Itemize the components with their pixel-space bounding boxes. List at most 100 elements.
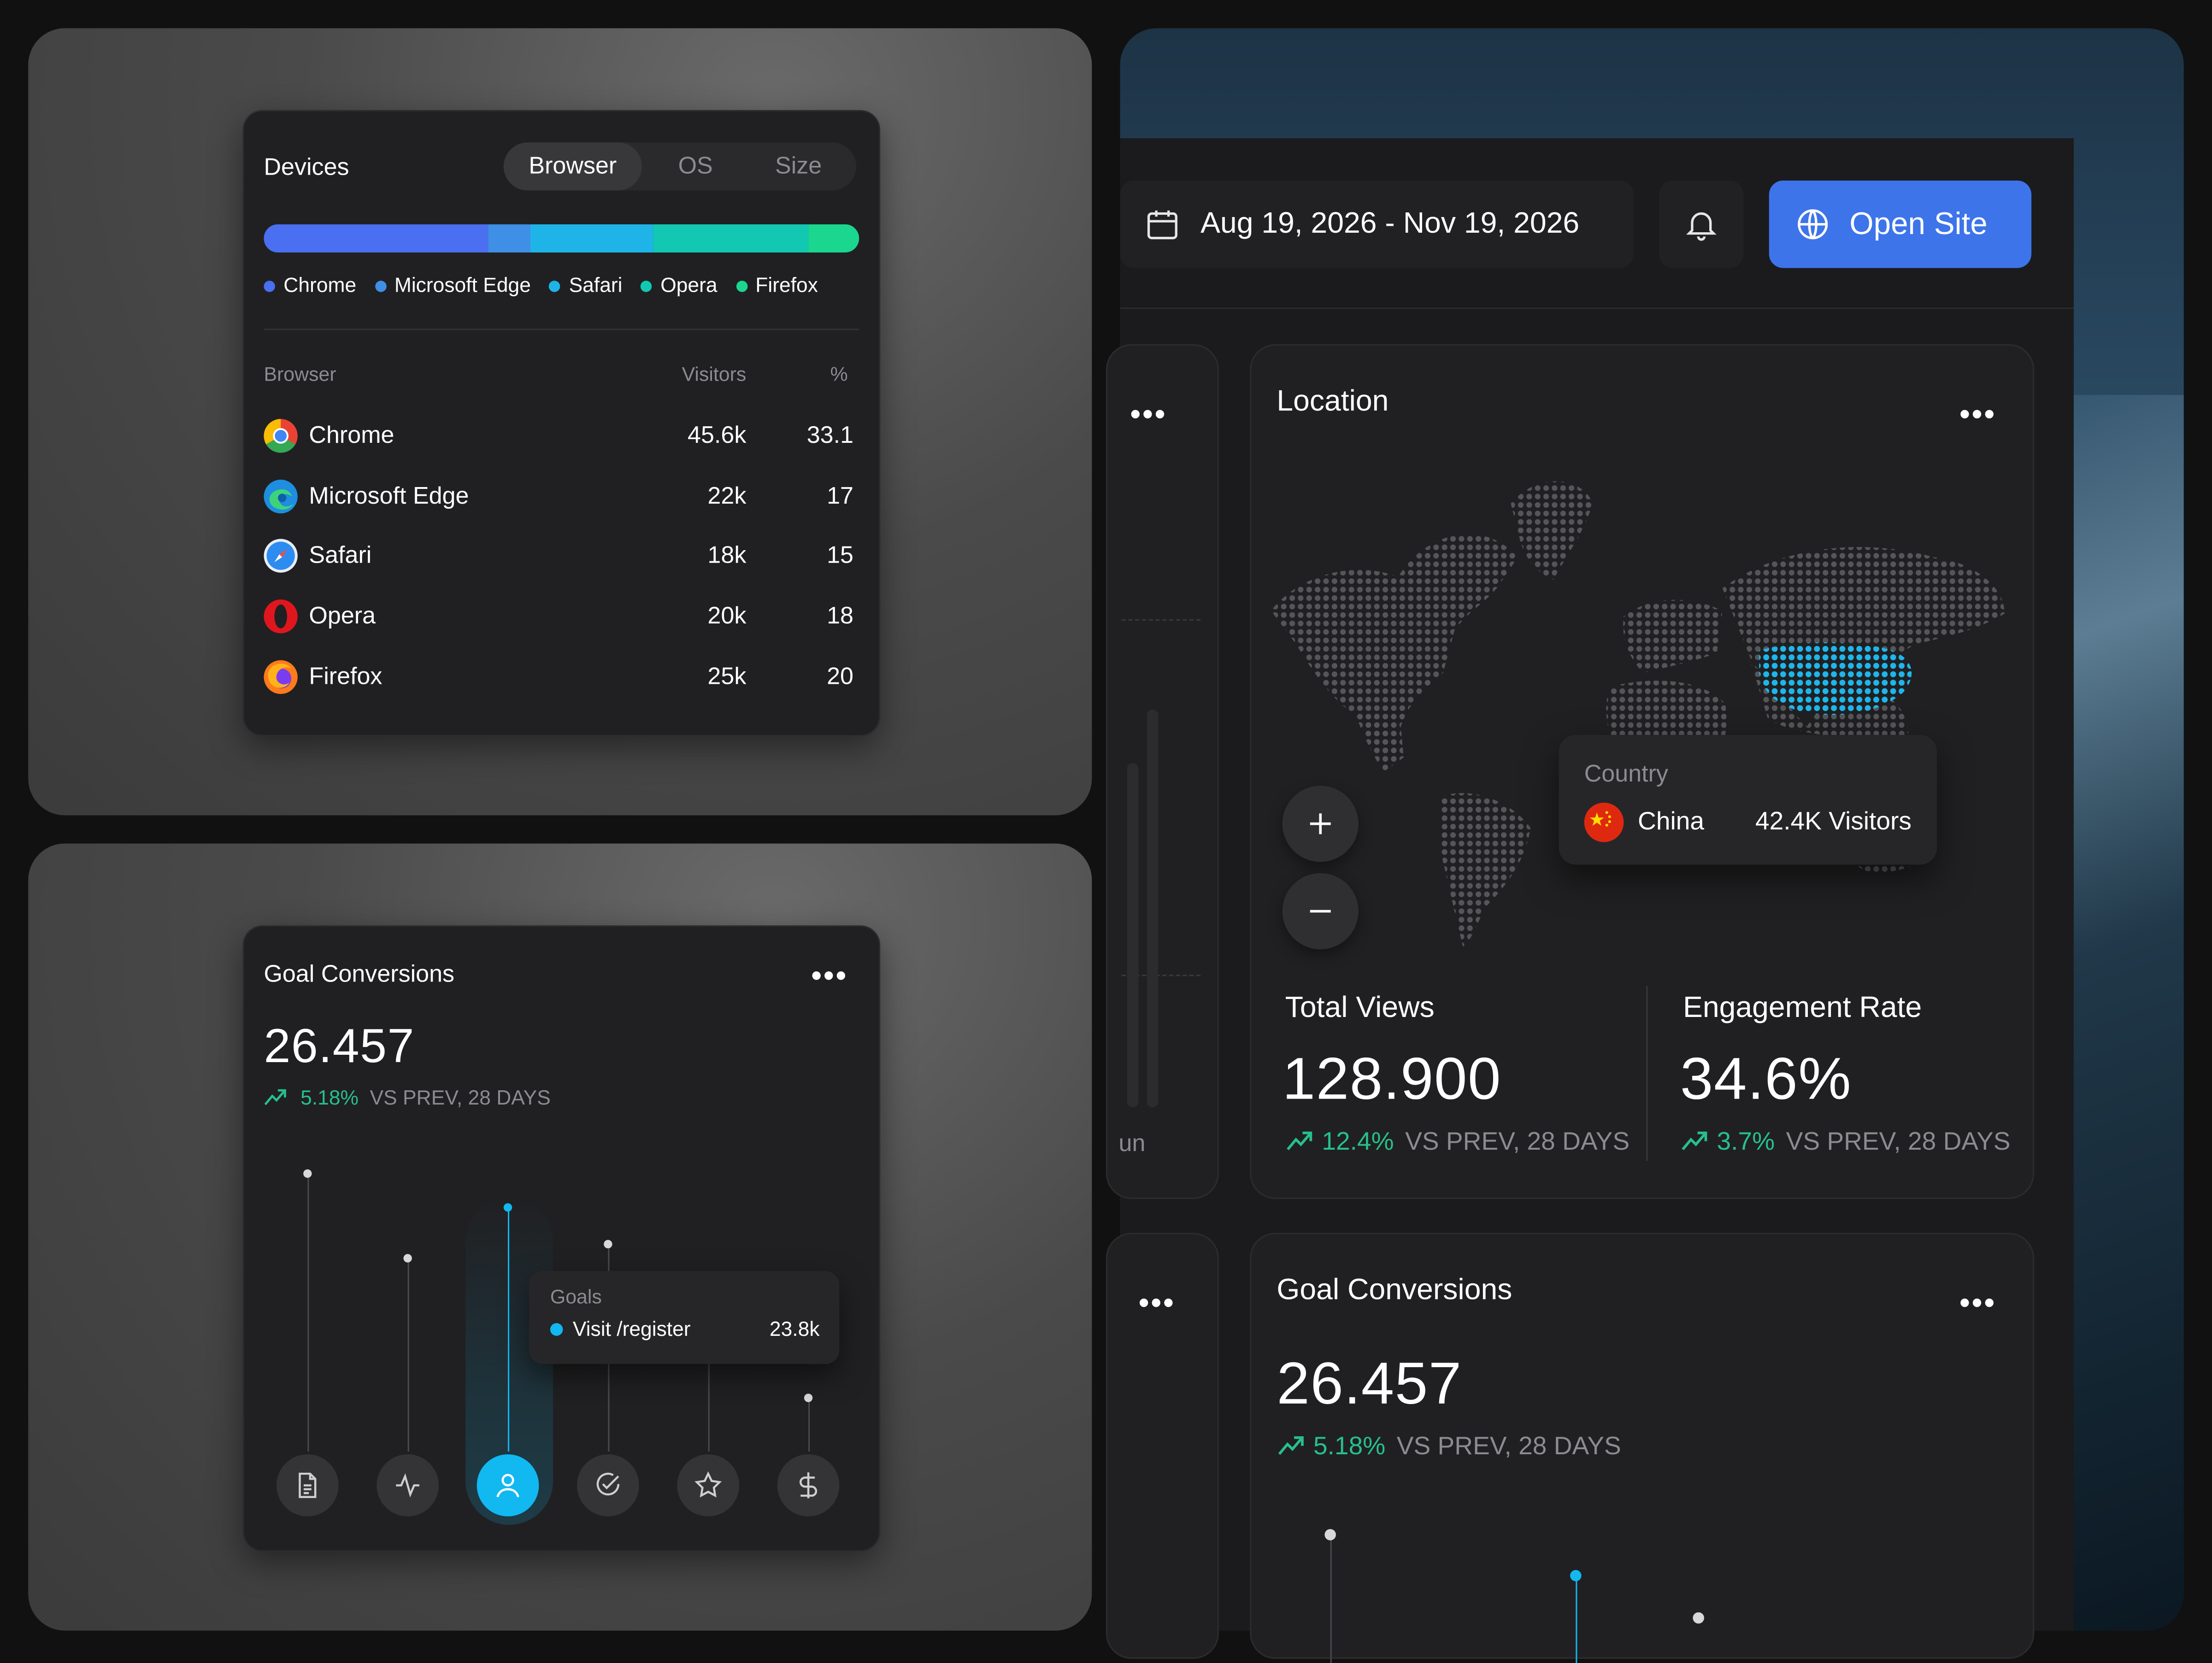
table-row[interactable]: Firefox 25k 20 bbox=[264, 659, 853, 696]
browser-share-bar bbox=[264, 224, 859, 253]
goal-value: 26.457 bbox=[1277, 1350, 1462, 1416]
chart-stem-active bbox=[1576, 1578, 1577, 1663]
column-browser: Browser bbox=[264, 362, 336, 385]
row-name: Safari bbox=[309, 541, 372, 569]
plus-icon bbox=[1310, 813, 1331, 834]
row-visitors: 20k bbox=[707, 602, 747, 629]
bar-segment-opera bbox=[653, 224, 809, 253]
header-divider bbox=[1120, 307, 2074, 309]
tab-os[interactable]: OS bbox=[678, 152, 713, 179]
stat-label: Engagement Rate bbox=[1683, 992, 1922, 1024]
row-pct: 17 bbox=[827, 482, 854, 510]
chart-stem bbox=[808, 1400, 810, 1451]
trend-compare: VS PREV, 28 DAYS bbox=[1405, 1127, 1630, 1156]
user-icon[interactable] bbox=[477, 1454, 539, 1516]
open-site-label: Open Site bbox=[1849, 206, 1988, 241]
activity-icon[interactable] bbox=[377, 1454, 439, 1516]
legend-label: Opera bbox=[660, 275, 718, 298]
trend-compare: VS PREV, 28 DAYS bbox=[1396, 1432, 1621, 1460]
table-row[interactable]: Chrome 45.6k 33.1 bbox=[264, 417, 853, 454]
tab-size[interactable]: Size bbox=[775, 152, 822, 179]
grid-line bbox=[1121, 975, 1201, 976]
tooltip-row: Visit /register bbox=[550, 1319, 691, 1341]
row-name: Opera bbox=[309, 602, 376, 629]
legend-label: Chrome bbox=[283, 275, 357, 298]
browser-legend: Chrome Microsoft Edge Safari Opera Firef… bbox=[264, 275, 818, 298]
date-range-picker[interactable]: Aug 19, 2026 - Nov 19, 2026 bbox=[1120, 180, 1634, 268]
stat-value: 128.900 bbox=[1282, 1045, 1502, 1112]
zoom-out-button[interactable] bbox=[1282, 873, 1359, 950]
chart-point-active bbox=[503, 1203, 512, 1212]
chart-point bbox=[804, 1393, 813, 1402]
devices-tab-group: Browser OS Size bbox=[503, 142, 857, 191]
location-card: Location ••• bbox=[1250, 344, 2035, 1199]
open-site-button[interactable]: Open Site bbox=[1769, 180, 2032, 268]
more-options-icon[interactable]: ••• bbox=[1959, 1285, 1996, 1321]
dollar-icon[interactable] bbox=[777, 1454, 840, 1516]
table-row[interactable]: Microsoft Edge 22k 17 bbox=[264, 478, 853, 515]
bar-segment-chrome bbox=[264, 224, 488, 253]
stat-trend: 12.4% VS PREV, 28 DAYS bbox=[1285, 1127, 1630, 1157]
stat-trend: 3.7% VS PREV, 28 DAYS bbox=[1680, 1127, 2011, 1157]
chart-bar bbox=[1127, 763, 1139, 1108]
trend-change: 3.7% bbox=[1717, 1127, 1775, 1156]
trend-up-icon bbox=[1287, 1131, 1312, 1151]
legend-item: Chrome bbox=[264, 275, 356, 298]
bar-segment-edge bbox=[488, 224, 531, 253]
partial-card: ••• un bbox=[1106, 344, 1219, 1199]
partial-card: ••• bbox=[1106, 1233, 1219, 1659]
tooltip-heading: Country bbox=[1584, 760, 1668, 787]
chart-stem bbox=[1330, 1536, 1332, 1663]
goal-trend: 5.18% VS PREV, 28 DAYS bbox=[1277, 1432, 1621, 1461]
row-visitors: 18k bbox=[707, 541, 747, 569]
trend-up-icon bbox=[1278, 1436, 1304, 1455]
chart-bar bbox=[1147, 709, 1159, 1108]
tab-browser[interactable]: Browser bbox=[503, 142, 642, 191]
edge-icon bbox=[264, 479, 298, 514]
opera-icon bbox=[264, 599, 298, 634]
trend-change: 12.4% bbox=[1322, 1127, 1394, 1156]
star-icon[interactable] bbox=[677, 1454, 740, 1516]
chart-point-active bbox=[1570, 1570, 1582, 1581]
row-visitors: 22k bbox=[707, 482, 747, 510]
tooltip-country: China bbox=[1638, 807, 1705, 835]
more-options-icon[interactable]: ••• bbox=[1138, 1285, 1176, 1321]
check-circle-icon[interactable] bbox=[577, 1454, 639, 1516]
more-options-icon[interactable]: ••• bbox=[1959, 396, 1996, 432]
chrome-icon bbox=[264, 419, 298, 453]
bar-segment-firefox bbox=[808, 224, 859, 253]
chart-point bbox=[1693, 1612, 1704, 1624]
stat-divider bbox=[1646, 986, 1648, 1161]
date-range-text: Aug 19, 2026 - Nov 19, 2026 bbox=[1200, 207, 1580, 240]
firefox-icon bbox=[264, 660, 298, 694]
legend-item: Opera bbox=[641, 275, 718, 298]
tooltip-visitors: 42.4K Visitors bbox=[1755, 807, 1912, 835]
legend-label: Safari bbox=[569, 275, 623, 298]
goal-conversions-card-large: Goal Conversions ••• 26.457 5.18% VS PREV… bbox=[1250, 1233, 2035, 1663]
dashboard-window: Aug 19, 2026 - Nov 19, 2026 Open Site ••… bbox=[1106, 138, 2074, 1663]
row-name: Firefox bbox=[309, 663, 382, 690]
more-options-icon[interactable]: ••• bbox=[811, 958, 848, 993]
tooltip-label: Visit /register bbox=[572, 1319, 691, 1342]
location-title: Location bbox=[1277, 385, 1389, 418]
legend-item: Safari bbox=[549, 275, 623, 298]
legend-item: Firefox bbox=[735, 275, 818, 298]
country-tooltip: Country China 42.4K Visitors bbox=[1559, 735, 1937, 865]
devices-card: Devices Browser OS Size Chrome Microsoft… bbox=[242, 110, 881, 736]
notifications-button[interactable] bbox=[1659, 180, 1744, 268]
tooltip-value: 23.8k bbox=[769, 1319, 820, 1342]
document-icon[interactable] bbox=[276, 1454, 339, 1516]
tooltip-dot bbox=[550, 1323, 563, 1336]
table-row[interactable]: Opera 20k 18 bbox=[264, 598, 853, 635]
chart-point bbox=[604, 1240, 612, 1249]
zoom-in-button[interactable] bbox=[1282, 786, 1359, 862]
bar-segment-safari bbox=[530, 224, 653, 253]
column-pct: % bbox=[830, 362, 848, 385]
row-name: Microsoft Edge bbox=[309, 482, 469, 510]
trend-change: 5.18% bbox=[1313, 1432, 1386, 1460]
table-row[interactable]: Safari 18k 15 bbox=[264, 537, 853, 574]
column-visitors: Visitors bbox=[682, 362, 747, 385]
globe-icon bbox=[1798, 209, 1828, 240]
more-options-icon[interactable]: ••• bbox=[1130, 396, 1167, 432]
